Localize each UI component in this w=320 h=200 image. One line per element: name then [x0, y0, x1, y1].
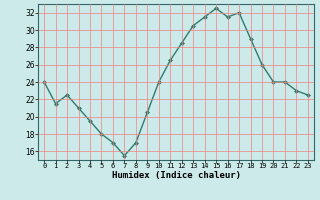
X-axis label: Humidex (Indice chaleur): Humidex (Indice chaleur)	[111, 171, 241, 180]
